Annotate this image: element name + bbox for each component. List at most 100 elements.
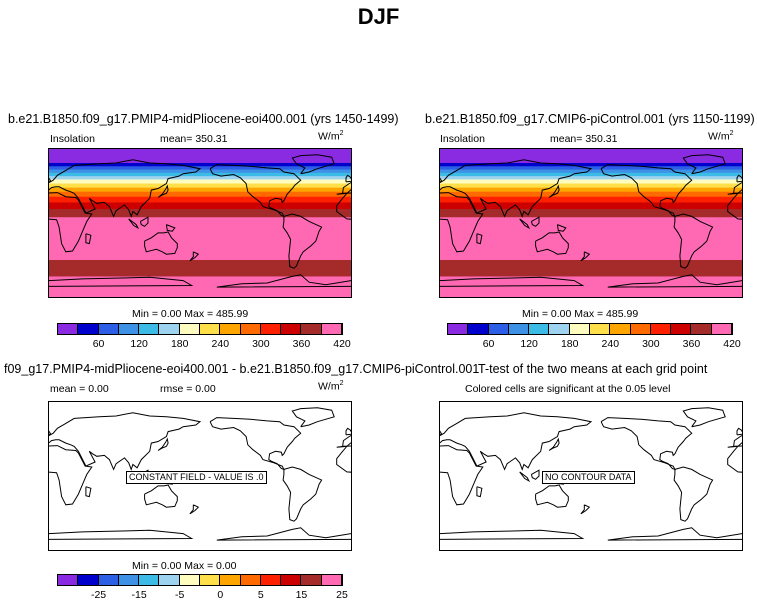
colorbar-3-swatch-5 [159, 575, 180, 585]
panel3-units: W/m2 [318, 380, 344, 393]
panel2-variable: Insolation [440, 133, 485, 145]
colorbar-1-label: 360 [292, 338, 311, 350]
insolation-band-11 [440, 202, 742, 210]
insolation-band-10 [49, 196, 351, 203]
insolation-band-1 [49, 162, 351, 167]
insolation-band-12 [440, 209, 742, 218]
colorbar-1-swatch-4 [139, 324, 160, 334]
colorbar-3-swatch-3 [118, 575, 140, 585]
insolation-band-4 [440, 172, 742, 177]
panel1-units: W/m2 [318, 130, 344, 143]
colorbar-3-label: 5 [257, 589, 264, 601]
panel3-title: f09_g17.PMIP4-midPliocene-eoi400.001 - b… [4, 362, 480, 376]
coastline-12 [519, 471, 531, 483]
insolation-band-15 [49, 276, 351, 297]
colorbar-3-swatch-4 [139, 575, 160, 585]
coastline-0-wrap [727, 192, 742, 220]
colorbar-2-swatch-0 [448, 324, 469, 334]
coastline-6-wrap [216, 274, 351, 288]
insolation-band-4 [49, 172, 351, 177]
insolation-band-15 [440, 276, 742, 297]
colorbar-1-swatch-6 [179, 324, 200, 334]
panel3-rmse: rmse = 0.00 [160, 383, 216, 395]
panel1-mean: mean= 350.31 [160, 133, 228, 145]
colorbar-3-swatch-10 [260, 575, 282, 585]
colorbar-1-swatch-13 [321, 324, 342, 334]
coastline-5 [291, 407, 335, 428]
colorbar-3-swatch-6 [179, 575, 200, 585]
colorbar-3: -25 -15 -5 0 5 15 25 [57, 574, 348, 601]
panel3-notice: CONSTANT FIELD - VALUE IS .0 [126, 471, 267, 484]
colorbar-3-label: 25 [336, 589, 348, 601]
panel2-mean: mean= 350.31 [550, 133, 618, 145]
coastline-0 [440, 192, 484, 253]
insolation-band-0 [440, 149, 742, 164]
colorbar-3-label: -15 [131, 589, 147, 601]
colorbar-3-swatch-8 [220, 575, 241, 585]
insolation-band-0 [49, 149, 351, 164]
insolation-band-3 [440, 169, 742, 174]
colorbar-2-swatch-2 [488, 324, 509, 334]
colorbar-3-label: 15 [295, 589, 308, 601]
coastline-6-wrap [216, 527, 351, 541]
coastline-1 [440, 159, 593, 218]
colorbar-3-label: 0 [217, 589, 224, 601]
coastline-1-wrap [733, 434, 742, 447]
colorbar-1-swatch-1 [78, 324, 99, 334]
coastline-7 [157, 437, 169, 451]
colorbar-1-label: 120 [130, 338, 148, 350]
coastline-6 [440, 276, 585, 287]
colorbar-1-swatch-3 [118, 324, 140, 334]
insolation-band-14 [49, 260, 351, 277]
insolation-band-3 [49, 169, 351, 174]
colorbar-3-swatch-7 [200, 575, 221, 585]
colorbar-2-label: 120 [520, 338, 538, 350]
colorbar-1-swatch-5 [159, 324, 180, 334]
insolation-band-12 [49, 209, 351, 218]
colorbar-3-swatch-11 [281, 575, 302, 585]
colorbar-1-swatch-8 [220, 324, 241, 334]
coastline-7 [548, 437, 560, 451]
coastline-6-wrap [607, 527, 742, 541]
colorbar-1-label: 180 [170, 338, 189, 350]
insolation-band-6 [440, 179, 742, 185]
panel1-variable: Insolation [50, 133, 95, 145]
panel1-minmax: Min = 0.00 Max = 485.99 [132, 308, 249, 320]
coastline-10 [49, 177, 52, 182]
coastline-0 [440, 445, 484, 506]
colorbar-2-label: 420 [723, 338, 741, 350]
colorbar-2-swatch-5 [549, 324, 570, 334]
coastline-10 [440, 430, 443, 435]
coastline-2 [209, 164, 302, 218]
colorbar-2-label: 360 [682, 338, 701, 350]
coastline-1-wrap [342, 434, 351, 447]
coastline-10-wrap [345, 174, 351, 183]
coastline-2 [600, 164, 693, 218]
insolation-band-8 [49, 187, 351, 193]
colorbar-1-label: 240 [211, 338, 230, 350]
insolation-band-10 [440, 196, 742, 203]
panel2-title: b.e21.B1850.f09_g17.CMIP6-piControl.001 … [425, 112, 755, 126]
coastline-4 [144, 231, 178, 255]
coastline-9 [580, 251, 591, 262]
colorbar-3-label: -5 [175, 589, 185, 601]
coastline-3 [673, 466, 714, 522]
colorbar-2-swatch-7 [590, 324, 611, 334]
colorbar-3-swatch-12 [301, 575, 322, 585]
coastline-6 [49, 529, 194, 540]
insolation-band-13 [440, 217, 742, 261]
panel2-map-svg [440, 149, 742, 297]
panel2-map [439, 148, 743, 298]
insolation-band-13 [49, 217, 351, 261]
colorbar-2-swatch-8 [610, 324, 631, 334]
coastline-6-wrap [607, 274, 742, 288]
panel1-map [48, 148, 352, 298]
colorbar-2-swatch-9 [630, 324, 651, 334]
coastline-8 [85, 486, 92, 498]
coastline-4 [535, 484, 569, 508]
coastline-8 [476, 233, 483, 245]
colorbar-3-swatch-0 [58, 575, 79, 585]
coastline-5 [682, 154, 726, 175]
coastline-3 [282, 466, 323, 522]
colorbar-1-swatch-7 [200, 324, 221, 334]
